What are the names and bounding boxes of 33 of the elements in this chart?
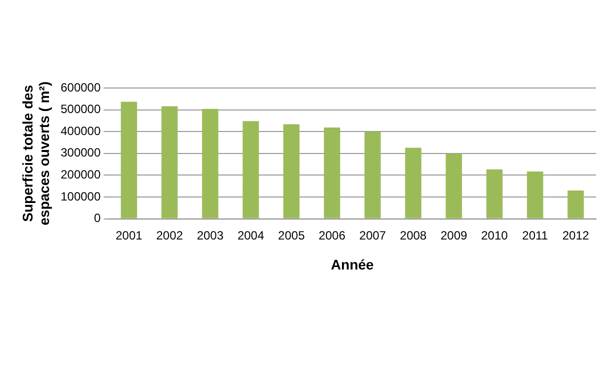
x-tick-label: 2007 <box>359 228 386 242</box>
x-tick-label: 2011 <box>522 228 548 242</box>
x-axis-title: Année <box>330 256 374 272</box>
y-tick-label: 500000 <box>60 102 101 116</box>
y-tick-label: 600000 <box>60 80 101 94</box>
x-tick-label: 2004 <box>237 228 264 242</box>
x-tick-label: 2002 <box>156 228 184 242</box>
x-tick-label: 2001 <box>116 228 143 242</box>
bar <box>283 124 300 218</box>
y-tick-label: 400000 <box>60 124 101 138</box>
y-tick-label: 200000 <box>60 168 101 182</box>
x-tick-label: 2005 <box>278 228 306 242</box>
x-tick-label: 2012 <box>562 228 590 242</box>
bar <box>568 190 584 218</box>
x-tick-label: 2003 <box>196 228 224 242</box>
y-axis-title: Superficie totale des espaces ouverts ( m²) <box>19 81 52 226</box>
x-tick-label: 2008 <box>400 228 427 242</box>
x-tick-label: 2009 <box>440 228 468 242</box>
bar <box>242 121 259 218</box>
bar <box>526 171 544 218</box>
y-tick-label: 100000 <box>60 189 101 204</box>
bar <box>161 106 178 218</box>
y-tick-label: 300000 <box>60 146 101 160</box>
bar <box>446 154 462 218</box>
bar <box>324 127 340 218</box>
y-tick-label: 0 <box>94 211 101 226</box>
bar <box>364 132 381 218</box>
bar <box>486 169 503 218</box>
bar <box>202 108 218 218</box>
bar <box>120 102 138 218</box>
bar <box>405 148 422 218</box>
x-tick-label: 2006 <box>318 228 346 242</box>
x-tick-label: 2010 <box>481 228 508 242</box>
